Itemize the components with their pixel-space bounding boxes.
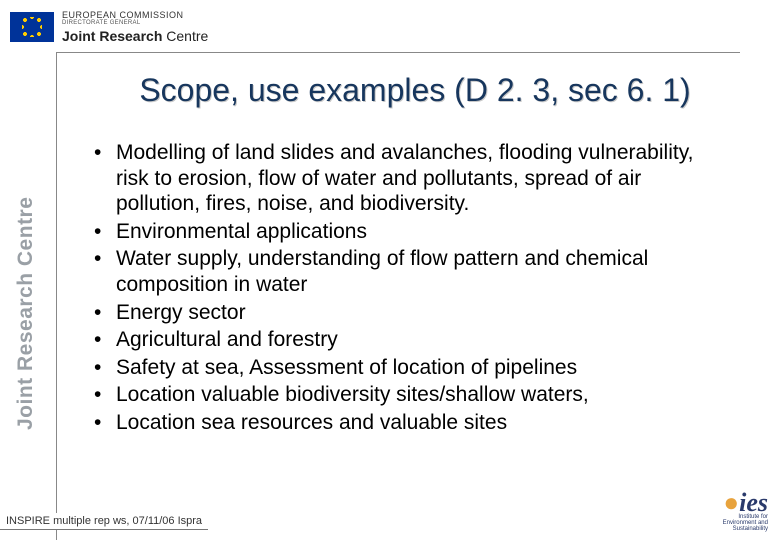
bullet-item: Water supply, understanding of flow patt… (90, 246, 730, 297)
ies-logo: ●ies Institute for Environment and Susta… (723, 491, 768, 532)
bullet-item: Location valuable biodiversity sites/sha… (90, 382, 730, 408)
bullet-item: Location sea resources and valuable site… (90, 410, 730, 436)
sidebar-brand-text: Joint Research Centre (14, 197, 38, 430)
bullet-item: Modelling of land slides and avalanches,… (90, 140, 730, 217)
vertical-divider (56, 52, 57, 540)
ec-label: EUROPEAN COMMISSION (62, 10, 208, 20)
ies-abbr-text: ies (739, 488, 768, 517)
header-bar: EUROPEAN COMMISSION DIRECTORATE GENERAL … (0, 0, 780, 52)
bullet-item: Environmental applications (90, 219, 730, 245)
ies-line3: Sustainability (723, 526, 768, 532)
jrc-bold: Joint Research (62, 28, 162, 44)
eu-flag-icon (10, 12, 54, 42)
ies-abbr: ●ies (723, 491, 768, 514)
slide-title: Scope, use examples (D 2. 3, sec 6. 1) (100, 72, 730, 109)
jrc-rest: Centre (162, 28, 208, 44)
bullet-item: Energy sector (90, 300, 730, 326)
bullet-list: Modelling of land slides and avalanches,… (90, 140, 730, 438)
header-text: EUROPEAN COMMISSION DIRECTORATE GENERAL … (62, 10, 208, 44)
bullet-item: Agricultural and forestry (90, 327, 730, 353)
ies-dot-icon: ● (723, 488, 739, 517)
jrc-label: Joint Research Centre (62, 28, 208, 44)
bullet-item: Safety at sea, Assessment of location of… (90, 355, 730, 381)
horizontal-divider (56, 52, 740, 53)
footer-text: INSPIRE multiple rep ws, 07/11/06 Ispra (0, 513, 208, 530)
dg-label: DIRECTORATE GENERAL (62, 20, 208, 26)
